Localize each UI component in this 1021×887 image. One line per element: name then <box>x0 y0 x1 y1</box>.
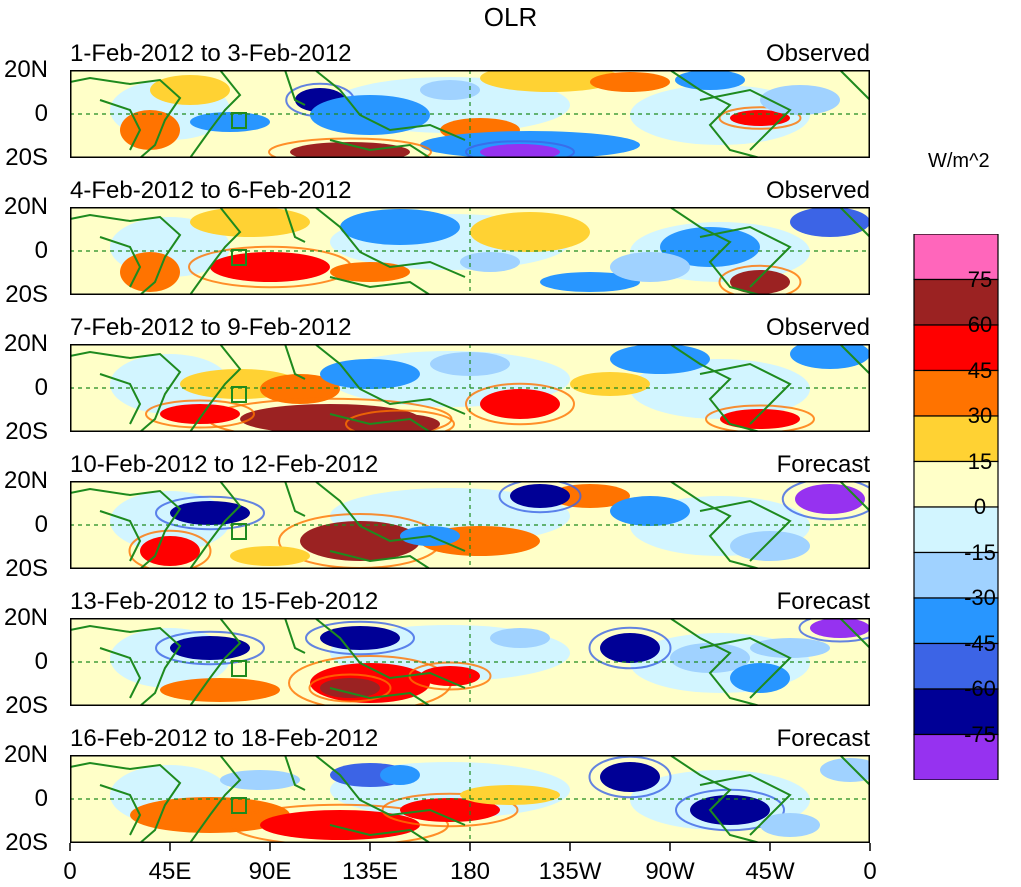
map-panel: 13-Feb-2012 to 15-Feb-2012 Forecast 20N 0 20… <box>4 588 870 719</box>
colorbar-label: -15 <box>964 539 996 565</box>
map-panel: 4-Feb-2012 to 6-Feb-2012 Observed 20N 0 20S <box>4 177 870 308</box>
x-axis-ticks <box>69 843 871 851</box>
x-tick-label: 45W <box>745 858 795 885</box>
panel-type: Observed <box>765 40 870 67</box>
x-tick-label: 135E <box>341 858 399 885</box>
lat-label-south: 20S <box>5 829 48 856</box>
colorbar-swatch <box>913 688 999 736</box>
anomaly-map <box>70 755 870 843</box>
colorbar-units: W/m^2 <box>928 150 990 172</box>
lat-label-equator: 0 <box>34 374 48 401</box>
x-tick-label: 135W <box>538 858 602 885</box>
x-tick-label: 180 <box>449 858 491 885</box>
map-panel: 1-Feb-2012 to 3-Feb-2012 Observed 20N 0 20S <box>4 40 870 171</box>
anomaly-map <box>70 207 870 295</box>
x-tick-label: 90W <box>645 858 695 885</box>
map-panel: 16-Feb-2012 to 18-Feb-2012 Forecast 20N 0 20… <box>4 725 870 856</box>
colorbar-swatch <box>913 597 999 645</box>
colorbar-swatch <box>913 460 999 508</box>
map-panel: 10-Feb-2012 to 12-Feb-2012 Forecast 20N 0 20… <box>4 451 870 582</box>
panel-period: 7-Feb-2012 to 9-Feb-2012 <box>70 314 352 341</box>
lat-label-north: 20N <box>3 741 48 768</box>
lat-label-equator: 0 <box>34 785 48 812</box>
panel-period: 1-Feb-2012 to 3-Feb-2012 <box>70 40 352 67</box>
lat-label-south: 20S <box>5 281 48 308</box>
colorbar-label: -45 <box>964 630 996 656</box>
anomaly-map <box>70 70 870 158</box>
colorbar-swatch <box>913 642 999 690</box>
lat-label-south: 20S <box>5 692 48 719</box>
colorbar <box>913 234 999 780</box>
panel-type: Observed <box>765 314 870 341</box>
colorbar-label: -30 <box>964 585 996 610</box>
figure-title: OLR <box>483 2 538 32</box>
lat-label-north: 20N <box>3 467 48 494</box>
lat-label-north: 20N <box>3 604 48 631</box>
colorbar-label: 75 <box>967 266 993 292</box>
anomaly-map <box>70 481 870 569</box>
x-tick-label: 45E <box>148 858 192 885</box>
panel-period: 4-Feb-2012 to 6-Feb-2012 <box>70 177 352 204</box>
anomaly-map <box>70 344 870 432</box>
colorbar-label: 0 <box>973 494 987 519</box>
colorbar-swatch <box>913 733 999 780</box>
panel-period: 10-Feb-2012 to 12-Feb-2012 <box>70 451 379 478</box>
colorbar-label: 15 <box>967 448 993 474</box>
colorbar-swatch <box>913 278 999 326</box>
lat-label-north: 20N <box>3 56 48 83</box>
x-tick-label: 0 <box>63 858 77 885</box>
colorbar-swatch <box>913 234 999 281</box>
lat-label-equator: 0 <box>34 237 48 264</box>
anomaly-map <box>70 618 870 706</box>
lat-label-north: 20N <box>3 193 48 220</box>
lat-label-equator: 0 <box>34 511 48 538</box>
colorbar-label: 60 <box>967 312 993 337</box>
lat-label-south: 20S <box>5 418 48 445</box>
x-tick-label: 90E <box>248 858 292 885</box>
panel-type: Forecast <box>776 588 870 615</box>
panel-type: Forecast <box>776 725 870 752</box>
lat-label-equator: 0 <box>34 100 48 127</box>
x-tick-label: 0 <box>863 858 877 885</box>
map-panel: 7-Feb-2012 to 9-Feb-2012 Observed 20N 0 20S <box>4 314 870 445</box>
colorbar-label: -60 <box>964 676 996 701</box>
lat-label-equator: 0 <box>34 648 48 675</box>
colorbar-label: 45 <box>967 357 993 383</box>
panel-period: 13-Feb-2012 to 15-Feb-2012 <box>70 588 379 615</box>
colorbar-label: -75 <box>964 721 996 747</box>
lat-label-south: 20S <box>5 144 48 171</box>
panel-type: Forecast <box>776 451 870 478</box>
lat-label-south: 20S <box>5 555 48 582</box>
colorbar-label: 30 <box>967 403 993 428</box>
panel-type: Observed <box>765 177 870 204</box>
panel-period: 16-Feb-2012 to 18-Feb-2012 <box>70 725 379 752</box>
lat-label-north: 20N <box>3 330 48 357</box>
